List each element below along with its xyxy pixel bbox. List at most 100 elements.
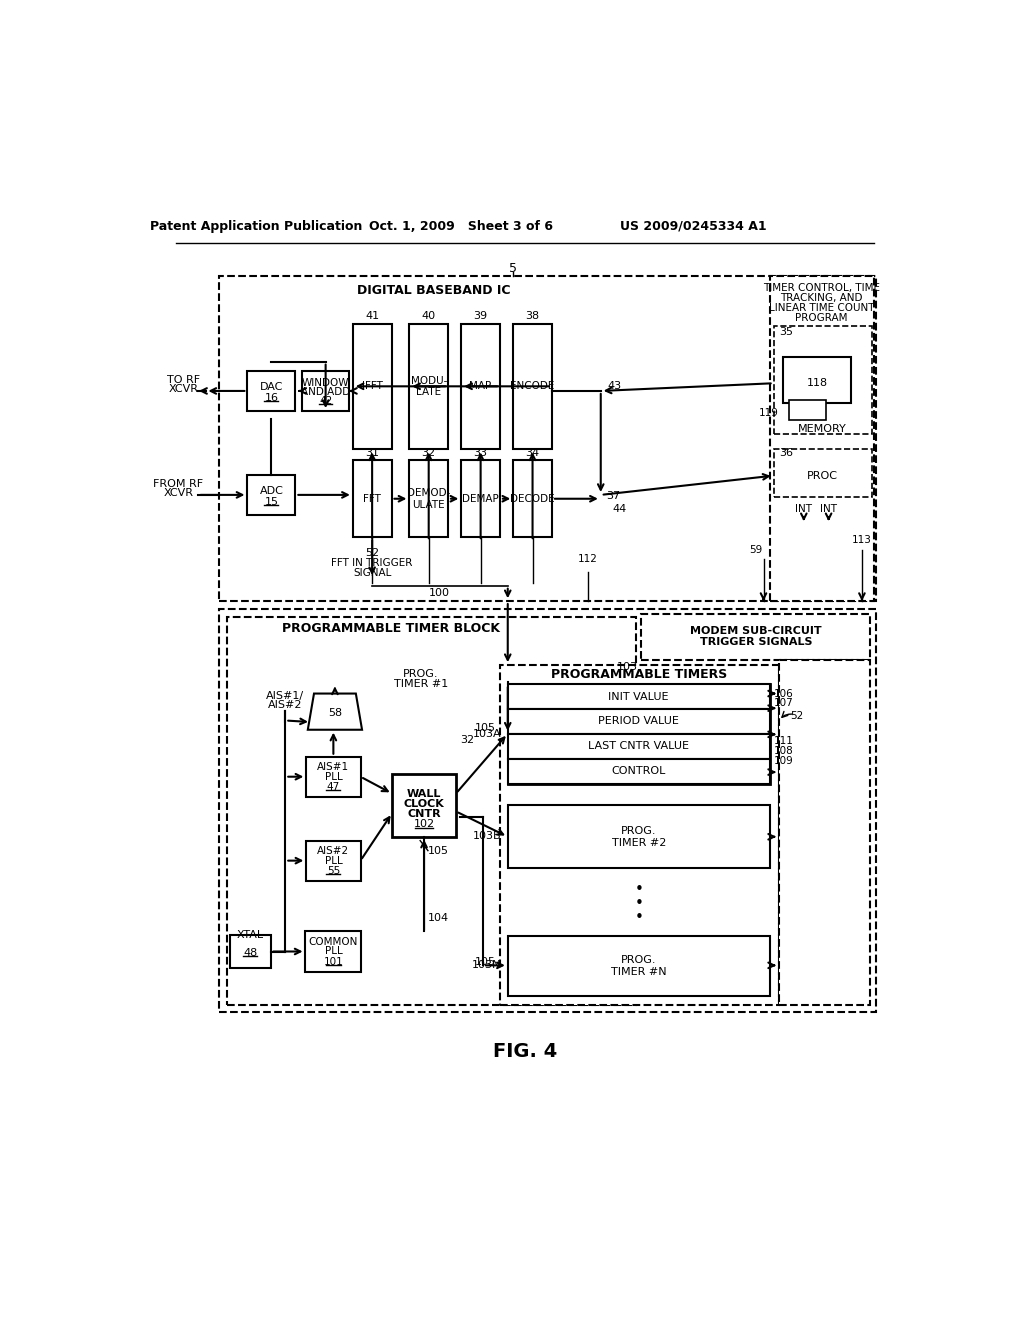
Bar [783,358,851,404]
Text: MODU-
LATE: MODU- LATE [411,375,446,397]
Text: XTAL: XTAL [237,929,264,940]
Bar [790,400,826,420]
Text: PLL: PLL [325,772,342,781]
Text: 48: 48 [244,948,258,958]
Text: 32: 32 [461,735,474,744]
Bar [219,276,876,601]
Text: DEMOD-
ULATE: DEMOD- ULATE [407,488,451,510]
Text: WALL: WALL [407,788,441,799]
Text: ADC: ADC [259,486,284,496]
Bar [227,616,636,1006]
Text: FROM RF: FROM RF [154,479,204,490]
Text: 103A: 103A [473,729,502,739]
Text: 32: 32 [422,447,436,458]
Text: •: • [635,909,644,925]
Text: 101: 101 [324,957,343,968]
Bar [230,936,270,968]
Text: Oct. 1, 2009   Sheet 3 of 6: Oct. 1, 2009 Sheet 3 of 6 [370,219,553,232]
Text: DAC: DAC [260,381,283,392]
Text: 105: 105 [475,957,496,966]
Text: MEMORY: MEMORY [798,425,847,434]
Text: 108: 108 [773,746,794,755]
Text: PLL: PLL [325,855,342,866]
Text: 44: 44 [612,504,627,513]
Bar [461,323,500,449]
Text: 39: 39 [473,312,487,321]
Bar [352,323,391,449]
Text: AND ADD: AND ADD [301,387,350,397]
Text: LINEAR TIME COUNT: LINEAR TIME COUNT [769,302,874,313]
Text: 109: 109 [773,755,794,766]
Bar [513,323,552,449]
Bar [410,461,449,537]
Bar [392,774,456,837]
Text: 38: 38 [525,312,540,321]
Text: AIS#2: AIS#2 [268,700,302,710]
Text: 36: 36 [779,449,793,458]
Text: PROGRAMMABLE TIMERS: PROGRAMMABLE TIMERS [551,668,728,681]
Text: PROC: PROC [807,471,838,480]
Text: 112: 112 [578,554,598,564]
Text: TIMER CONTROL, TIME: TIMER CONTROL, TIME [763,282,880,293]
Bar [773,449,872,498]
Text: 5: 5 [509,261,517,275]
Text: SIGNAL: SIGNAL [353,568,391,578]
Bar [773,326,872,434]
Text: •: • [635,896,644,911]
Bar [508,805,770,869]
Text: INT: INT [796,504,812,513]
Text: DECODE: DECODE [510,494,555,504]
Text: 104: 104 [428,912,450,923]
Text: 103N: 103N [472,961,502,970]
Text: TRIGGER SIGNALS: TRIGGER SIGNALS [699,638,812,647]
Text: PROG.: PROG. [403,669,438,680]
Text: 31: 31 [366,447,379,458]
Text: 40: 40 [422,312,436,321]
Text: 105: 105 [428,846,449,855]
Bar [770,276,873,601]
Bar [508,684,770,709]
Text: US 2009/0245334 A1: US 2009/0245334 A1 [621,219,767,232]
Text: 41: 41 [366,312,379,321]
Bar [641,614,870,660]
Text: 33: 33 [474,447,487,458]
Text: INT: INT [820,504,837,513]
Bar [508,936,770,997]
Text: FFT: FFT [364,494,381,504]
Text: 52: 52 [791,711,804,721]
Text: TO RF: TO RF [167,375,201,385]
Text: PROGRAM: PROGRAM [796,313,848,323]
Text: 16: 16 [264,393,279,403]
Text: CLOCK: CLOCK [403,799,444,809]
Text: TRACKING, AND: TRACKING, AND [780,293,863,302]
Text: 106: 106 [773,689,794,698]
Text: CNTR: CNTR [408,809,441,818]
Bar [508,759,770,784]
Text: 15: 15 [264,496,279,507]
Text: 107: 107 [773,698,794,708]
Bar [352,461,391,537]
Text: XCVR: XCVR [164,488,194,499]
Text: LAST CNTR VALUE: LAST CNTR VALUE [588,741,689,751]
Text: 55: 55 [327,866,340,875]
Bar [306,756,360,797]
Bar [306,841,360,880]
Bar [508,734,770,759]
Text: 103: 103 [616,661,638,672]
Text: ENCODE: ENCODE [510,381,555,391]
Text: 105: 105 [475,723,496,733]
Text: DIGITAL BASEBAND IC: DIGITAL BASEBAND IC [357,284,511,297]
Text: 52: 52 [366,548,379,557]
Text: 59: 59 [749,545,762,554]
Text: WINDOW: WINDOW [302,379,349,388]
Text: AIS#1: AIS#1 [317,763,349,772]
Text: 102: 102 [414,820,434,829]
Text: TIMER #1: TIMER #1 [394,678,449,689]
Text: 58: 58 [328,708,342,718]
Text: 34: 34 [525,447,540,458]
Text: FIG. 4: FIG. 4 [493,1041,557,1061]
Text: 43: 43 [607,381,622,391]
Bar [305,932,361,972]
Bar [513,461,552,537]
Text: AIS#1/: AIS#1/ [266,690,304,701]
